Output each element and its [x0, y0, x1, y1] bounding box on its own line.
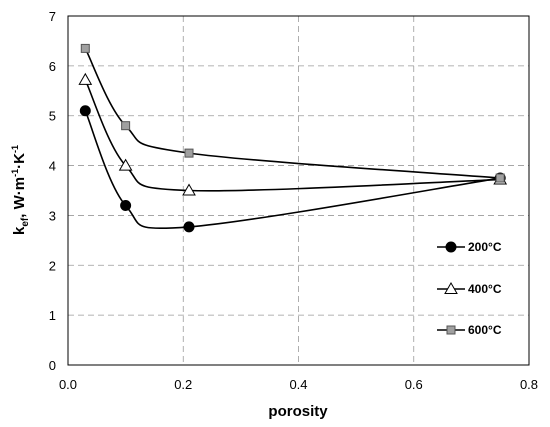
- series-curves: [84, 48, 501, 230]
- legend-label-2: 600°C: [468, 323, 502, 337]
- y-axis-title-sup1: -1: [10, 169, 20, 177]
- y-tick-label-0: 0: [49, 358, 56, 373]
- series-line-1: [84, 79, 501, 192]
- y-axis-title-sup2: -1: [10, 145, 20, 153]
- series-line-2: [84, 48, 501, 179]
- legend-marker-1: [444, 281, 458, 294]
- legend: 200°C 400°C 600°C: [437, 240, 502, 337]
- plot-frame: [67, 15, 530, 366]
- data-point-s2-3: [495, 173, 505, 183]
- legend-label-0: 200°C: [468, 240, 502, 254]
- data-point-s0-1: [120, 199, 132, 211]
- data-point-s1-0: [78, 72, 93, 85]
- y-axis-title-unit: , W·m: [11, 177, 28, 218]
- series-line-0: [84, 110, 501, 230]
- series-markers: [78, 43, 508, 233]
- x-axis-title: porosity: [268, 403, 328, 420]
- x-tick-label-3: 0.6: [405, 377, 423, 392]
- legend-label-1: 400°C: [468, 282, 502, 296]
- legend-marker-0: [445, 241, 457, 253]
- y-tick-label-5: 5: [49, 109, 56, 124]
- tick-labels: 0.0 0.2 0.4 0.6 0.8 0 1 2 3 4 5 6 7: [49, 9, 538, 392]
- x-tick-label-1: 0.2: [174, 377, 192, 392]
- y-axis-title-sub: ef: [20, 217, 31, 227]
- data-point-s1-1: [118, 158, 133, 171]
- y-tick-label-2: 2: [49, 258, 56, 273]
- y-tick-label-1: 1: [49, 308, 56, 323]
- data-point-s2-2: [184, 148, 194, 158]
- y-tick-label-7: 7: [49, 9, 56, 24]
- y-axis-title-mid: ·K: [11, 153, 28, 169]
- x-tick-label-0: 0.0: [59, 377, 77, 392]
- data-point-s2-0: [80, 43, 90, 53]
- data-point-s0-0: [79, 105, 91, 117]
- legend-marker-2: [446, 325, 456, 335]
- data-point-s0-2: [183, 221, 195, 233]
- x-tick-label-4: 0.8: [520, 377, 538, 392]
- y-axis-title-main: k: [11, 226, 28, 235]
- y-tick-label-3: 3: [49, 208, 56, 223]
- y-tick-label-6: 6: [49, 59, 56, 74]
- data-point-s2-1: [121, 121, 131, 131]
- y-tick-label-4: 4: [49, 159, 56, 174]
- x-tick-label-2: 0.4: [289, 377, 307, 392]
- y-axis-title: kef, W·m-1·K-1: [10, 145, 31, 235]
- data-point-s1-2: [182, 183, 196, 196]
- grid-lines: [68, 16, 529, 365]
